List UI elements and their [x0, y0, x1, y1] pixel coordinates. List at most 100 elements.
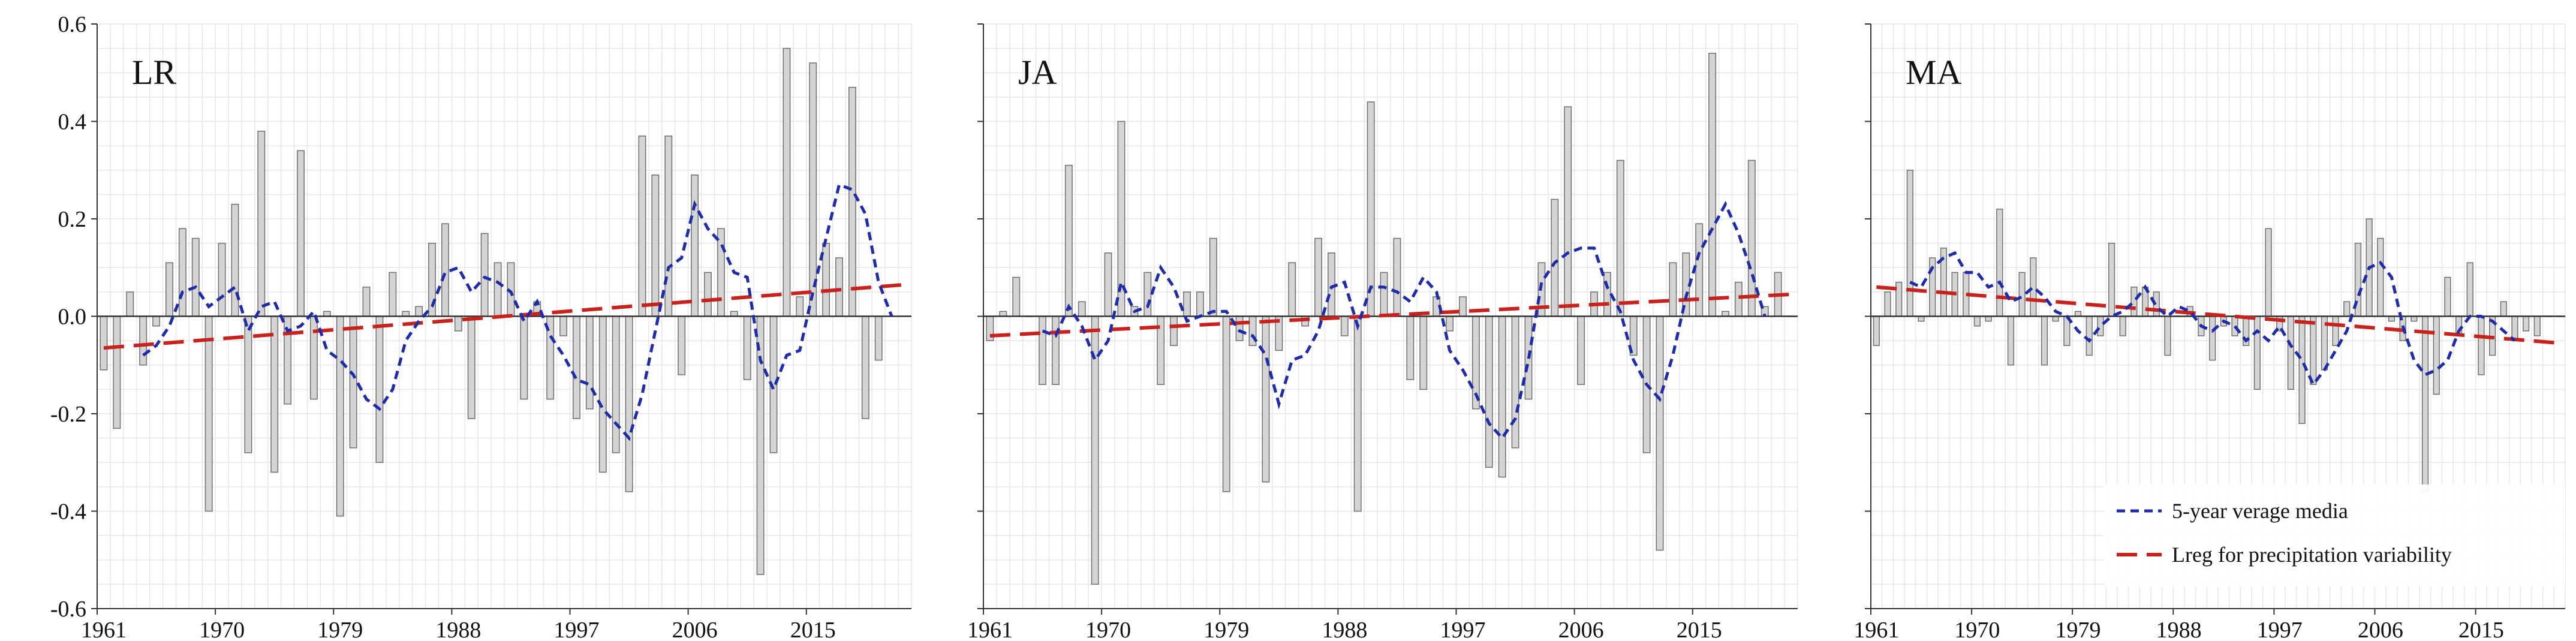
trend-line	[989, 292, 1792, 338]
bar-1990	[480, 233, 489, 317]
bar-1982	[1262, 315, 1270, 483]
moving-average-line	[142, 182, 893, 441]
bar-2009	[1616, 160, 1624, 317]
bar-1975	[2030, 257, 2037, 317]
x-tick-label: 2015	[790, 618, 836, 641]
bar-1981	[362, 287, 371, 317]
bar-1976	[297, 150, 305, 317]
legend: 5-year verage media Lreg for precipitati…	[2103, 484, 2565, 586]
bar-1973	[2007, 315, 2015, 366]
bar-2020	[874, 315, 883, 361]
bar-2006	[2377, 237, 2384, 317]
bar-2019	[2523, 315, 2530, 332]
legend-moving-average-label: 5-year verage media	[2172, 499, 2348, 523]
bar-1990	[1367, 101, 1375, 317]
bar-2002	[2332, 315, 2339, 346]
bar-1965	[152, 315, 161, 327]
bar-1993	[1406, 315, 1415, 380]
bar-1986	[1314, 237, 1322, 317]
bar-2016	[1708, 53, 1717, 317]
y-tick-label: 0.0	[58, 305, 87, 330]
bar-2005	[1564, 106, 1572, 317]
bar-1968	[191, 237, 200, 317]
bar-1985	[415, 306, 423, 317]
bar-1967	[178, 228, 186, 317]
bar-1964	[139, 315, 148, 366]
legend-box	[2103, 484, 2565, 586]
bar-2017	[2500, 301, 2507, 317]
bar-2015	[2478, 315, 2485, 375]
y-tick-label: -0.6	[50, 597, 86, 622]
bar-1967	[1064, 164, 1073, 317]
x-tick-label: 1961	[1853, 618, 1899, 641]
bar-1999	[1485, 315, 1493, 468]
bar-1974	[2018, 272, 2026, 317]
bar-2007	[704, 272, 712, 317]
panel-title: MA	[1906, 53, 1962, 92]
bar-2018	[1734, 281, 1743, 317]
bar-1996	[2265, 228, 2272, 317]
moving-average-line	[1909, 251, 2516, 388]
bar-1982	[2108, 242, 2115, 317]
bar-1997	[1459, 296, 1467, 317]
bar-2002	[638, 136, 646, 317]
bar-1966	[165, 262, 173, 317]
bar-1995	[2253, 315, 2261, 390]
bar-1991	[493, 262, 502, 317]
legend-trend-label: Lreg for precipitation variability	[2172, 543, 2452, 567]
x-tick-label: 1997	[2257, 618, 2303, 641]
bar-1980	[2086, 315, 2093, 356]
bar-1970	[218, 242, 226, 317]
x-tick-label: 2006	[672, 618, 718, 641]
bar-2004	[1551, 198, 1559, 317]
bar-2012	[2444, 276, 2451, 317]
bar-1991	[1380, 272, 1388, 317]
bar-1992	[1393, 237, 1401, 317]
bar-1983	[389, 272, 397, 317]
bar-1999	[598, 315, 607, 473]
bar-1970	[1104, 252, 1112, 317]
bar-2019	[861, 315, 869, 419]
bar-1996	[559, 315, 568, 336]
x-tick-label: 1979	[1203, 618, 1249, 641]
bar-1998	[2287, 315, 2295, 390]
bar-1974	[270, 315, 279, 473]
bar-1996	[1446, 315, 1454, 332]
bar-2000	[1498, 315, 1506, 478]
chart-panel-ma: 1961 1970 1979 1988 1997 2006 2015 MA	[1853, 23, 2566, 641]
bar-2013	[1669, 262, 1677, 317]
bar-2015	[809, 62, 817, 317]
bar-2001	[1511, 315, 1519, 449]
bar-2011	[2433, 315, 2440, 395]
bar-1988	[1340, 315, 1349, 336]
bar-2004	[664, 136, 673, 317]
bar-1980	[349, 315, 357, 449]
bar-2018	[848, 86, 856, 317]
trend-line	[1876, 285, 2560, 345]
bar-1984	[2130, 287, 2138, 317]
bar-1991	[2209, 315, 2216, 361]
bar-1972	[1996, 209, 2003, 317]
x-tick-label: 1979	[317, 618, 363, 641]
trend-line	[103, 282, 905, 350]
bar-1970	[1973, 315, 1981, 327]
bar-2001	[625, 315, 633, 492]
bar-2019	[1747, 160, 1756, 317]
bar-1977	[1196, 291, 1204, 317]
bar-1969	[204, 315, 213, 512]
bar-1963	[126, 291, 134, 317]
bar-2011	[756, 315, 765, 575]
bar-1965	[1039, 315, 1047, 385]
y-tick-label: -0.4	[50, 499, 86, 525]
bar-1989	[467, 315, 476, 419]
moving-average-line	[1042, 200, 1767, 441]
bar-1979	[1222, 315, 1230, 492]
bar-2013	[783, 47, 791, 317]
bar-1982	[375, 315, 384, 463]
x-tick-label: 1997	[1440, 618, 1485, 641]
bar-1973	[1143, 272, 1152, 317]
bar-2003	[651, 174, 660, 317]
bar-1961	[100, 315, 108, 371]
bar-1976	[1183, 291, 1191, 317]
